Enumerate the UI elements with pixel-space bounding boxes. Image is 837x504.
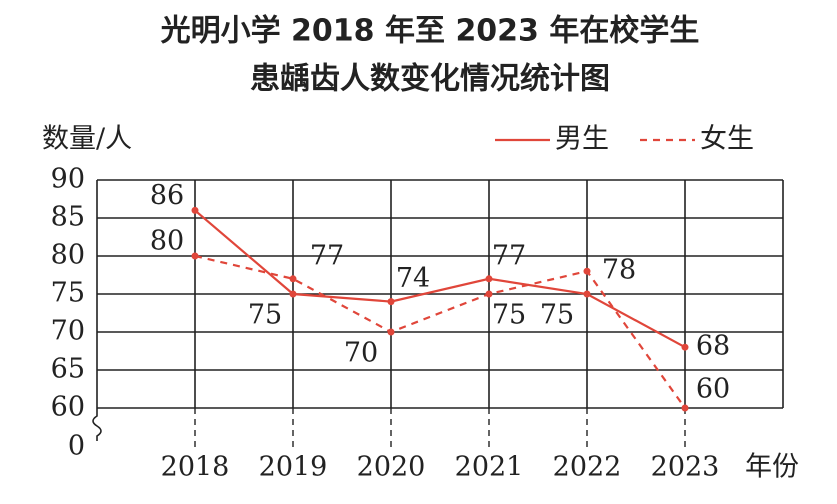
x-tick-label: 2022 — [553, 452, 622, 483]
data-label: 70 — [344, 338, 378, 369]
data-point — [191, 206, 199, 214]
y-axis-label: 数量/人 — [42, 124, 132, 155]
chart-title: 患龋齿人数变化情况统计图 — [250, 62, 610, 97]
x-tick-label: 2021 — [455, 452, 524, 483]
data-label: 74 — [396, 263, 430, 294]
legend-label: 女生 — [700, 124, 754, 155]
y-tick-label: 90 — [51, 164, 85, 195]
data-label: 86 — [150, 180, 184, 211]
data-point — [485, 290, 493, 298]
data-point — [289, 275, 297, 283]
data-label: 78 — [602, 255, 636, 286]
x-axis-label: 年份 — [745, 452, 799, 483]
chart-title: 光明小学 2018 年至 2023 年在校学生 — [161, 14, 700, 49]
data-point — [191, 252, 199, 260]
data-label: 75 — [540, 300, 574, 331]
y-tick-label: 70 — [51, 316, 85, 347]
y-tick-label: 60 — [51, 392, 85, 423]
data-label: 68 — [696, 331, 730, 362]
y-tick-label: 75 — [51, 278, 85, 309]
data-label: 77 — [492, 240, 526, 271]
x-tick-label: 2019 — [259, 452, 328, 483]
data-point — [387, 298, 395, 306]
data-label: 77 — [310, 240, 344, 271]
x-tick-label: 2020 — [357, 452, 426, 483]
data-point — [583, 290, 591, 298]
y-tick-label: 80 — [51, 240, 85, 271]
x-tick-label: 2018 — [161, 452, 230, 483]
data-point — [681, 404, 689, 412]
data-point — [681, 343, 689, 351]
series-line — [194, 209, 686, 349]
data-point — [485, 275, 493, 283]
legend-label: 男生 — [555, 124, 609, 155]
data-label: 60 — [696, 374, 730, 405]
data-point — [387, 328, 395, 336]
data-label: 80 — [150, 226, 184, 257]
y-tick-label: 65 — [51, 354, 85, 385]
y-tick-label: 0 — [68, 431, 85, 462]
data-label: 75 — [248, 300, 282, 331]
series-line — [194, 254, 686, 409]
data-point — [289, 290, 297, 298]
y-tick-label: 85 — [51, 202, 85, 233]
x-tick-label: 2023 — [651, 452, 720, 483]
data-point — [583, 267, 591, 275]
data-label: 75 — [492, 300, 526, 331]
axis-break — [92, 408, 102, 441]
